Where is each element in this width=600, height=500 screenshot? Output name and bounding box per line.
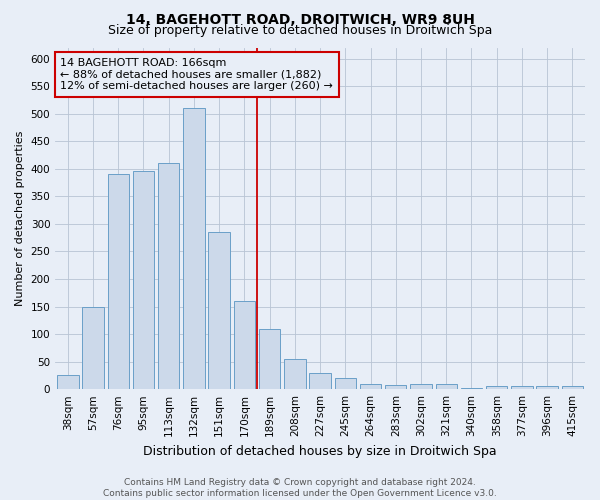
Text: Size of property relative to detached houses in Droitwich Spa: Size of property relative to detached ho… [108, 24, 492, 37]
Text: 14 BAGEHOTT ROAD: 166sqm
← 88% of detached houses are smaller (1,882)
12% of sem: 14 BAGEHOTT ROAD: 166sqm ← 88% of detach… [61, 58, 334, 91]
Bar [259, 328, 280, 389]
Bar [436, 384, 457, 389]
Bar [536, 386, 558, 389]
Bar [410, 384, 432, 389]
Bar [284, 359, 305, 389]
Bar [233, 301, 255, 389]
Bar [562, 386, 583, 389]
Bar [310, 372, 331, 389]
Bar [107, 174, 129, 389]
Bar [183, 108, 205, 389]
Bar [57, 376, 79, 389]
Y-axis label: Number of detached properties: Number of detached properties [15, 130, 25, 306]
Bar [511, 386, 533, 389]
Bar [158, 163, 179, 389]
Bar [208, 232, 230, 389]
Text: 14, BAGEHOTT ROAD, DROITWICH, WR9 8UH: 14, BAGEHOTT ROAD, DROITWICH, WR9 8UH [125, 12, 475, 26]
X-axis label: Distribution of detached houses by size in Droitwich Spa: Distribution of detached houses by size … [143, 444, 497, 458]
Text: Contains HM Land Registry data © Crown copyright and database right 2024.
Contai: Contains HM Land Registry data © Crown c… [103, 478, 497, 498]
Bar [335, 378, 356, 389]
Bar [133, 172, 154, 389]
Bar [82, 306, 104, 389]
Bar [486, 386, 508, 389]
Bar [360, 384, 381, 389]
Bar [461, 388, 482, 389]
Bar [385, 385, 406, 389]
